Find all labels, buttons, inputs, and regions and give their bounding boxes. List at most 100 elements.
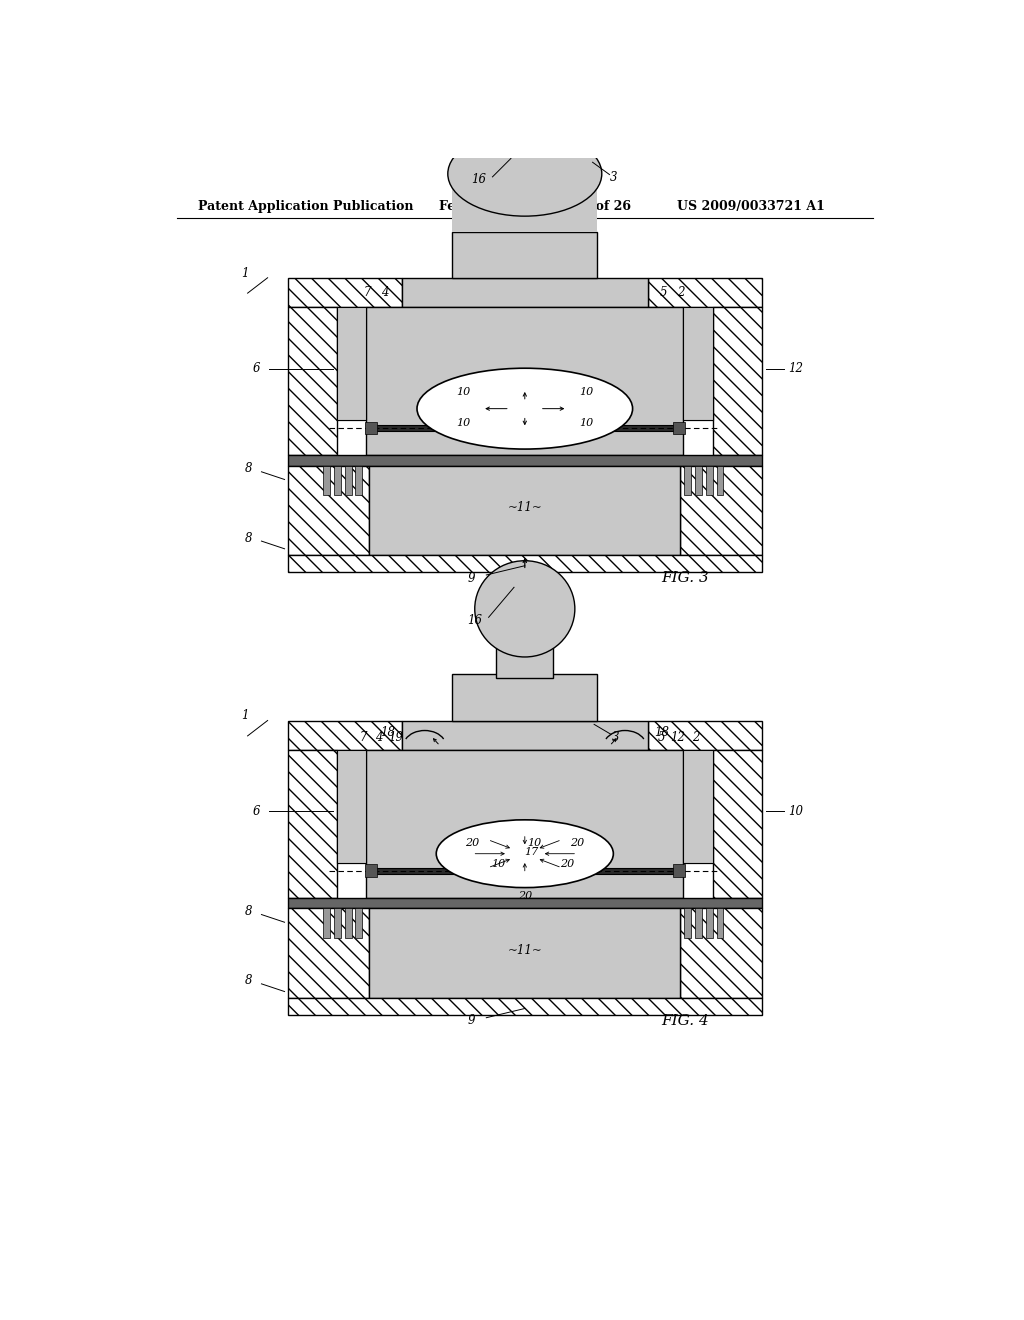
- Bar: [706, 908, 713, 937]
- Text: 2: 2: [692, 731, 699, 744]
- Bar: [695, 466, 701, 495]
- Bar: [289, 750, 337, 898]
- Text: ~11~: ~11~: [508, 944, 542, 957]
- Bar: [365, 865, 377, 876]
- Text: 1: 1: [241, 267, 248, 280]
- Text: 6: 6: [252, 362, 260, 375]
- Bar: [289, 466, 370, 554]
- Text: 6: 6: [252, 805, 260, 818]
- Bar: [683, 750, 713, 863]
- Text: 8: 8: [245, 462, 252, 475]
- Text: 9: 9: [467, 572, 475, 585]
- Text: 8: 8: [245, 974, 252, 987]
- Bar: [289, 908, 370, 998]
- Bar: [683, 308, 713, 420]
- Bar: [497, 632, 553, 678]
- Bar: [684, 466, 691, 495]
- Bar: [289, 554, 762, 572]
- Bar: [289, 455, 762, 466]
- Bar: [289, 998, 762, 1015]
- Text: 2: 2: [677, 286, 684, 298]
- Bar: [370, 908, 680, 998]
- Text: 20: 20: [570, 838, 585, 847]
- Text: 3: 3: [609, 172, 617, 185]
- Text: 10: 10: [456, 387, 470, 397]
- Text: 8: 8: [245, 906, 252, 917]
- Bar: [673, 422, 685, 434]
- Bar: [684, 908, 691, 937]
- Bar: [355, 466, 362, 495]
- Text: FIG. 3: FIG. 3: [662, 572, 709, 585]
- Text: 1: 1: [241, 709, 248, 722]
- Text: US 2009/0033721 A1: US 2009/0033721 A1: [677, 199, 825, 213]
- Text: 20: 20: [465, 838, 479, 847]
- Bar: [680, 466, 762, 554]
- Bar: [323, 908, 330, 937]
- Text: 4: 4: [375, 731, 382, 744]
- Bar: [713, 308, 762, 455]
- Bar: [289, 308, 337, 455]
- Bar: [453, 231, 597, 277]
- Text: 16: 16: [471, 173, 486, 186]
- Bar: [453, 675, 597, 721]
- Bar: [337, 750, 367, 863]
- Ellipse shape: [447, 132, 602, 216]
- Text: 10: 10: [527, 838, 541, 847]
- Text: 8: 8: [245, 532, 252, 545]
- Text: Feb. 5, 2009   Sheet 2 of 26: Feb. 5, 2009 Sheet 2 of 26: [438, 199, 631, 213]
- Text: 12: 12: [788, 362, 804, 375]
- Bar: [370, 466, 680, 554]
- Text: 10: 10: [490, 859, 505, 870]
- Bar: [289, 898, 762, 908]
- Bar: [673, 865, 685, 876]
- Text: 9: 9: [467, 1014, 475, 1027]
- Text: FIG. 4: FIG. 4: [662, 1014, 709, 1028]
- Bar: [337, 750, 367, 863]
- Text: 10: 10: [580, 417, 594, 428]
- Bar: [717, 466, 724, 495]
- Text: 12: 12: [670, 731, 685, 744]
- Bar: [695, 908, 701, 937]
- Text: 20: 20: [518, 891, 531, 902]
- Ellipse shape: [475, 561, 574, 657]
- Bar: [365, 422, 377, 434]
- Bar: [542, 867, 683, 874]
- Bar: [289, 277, 401, 308]
- Bar: [683, 750, 713, 863]
- Bar: [453, 174, 597, 231]
- Text: 20: 20: [560, 859, 574, 870]
- Text: 5: 5: [658, 731, 666, 744]
- Bar: [345, 466, 351, 495]
- Bar: [367, 308, 683, 455]
- Text: 3: 3: [612, 731, 620, 744]
- Bar: [289, 721, 401, 750]
- Bar: [680, 908, 762, 998]
- Text: 18: 18: [380, 726, 395, 739]
- Text: ~11~: ~11~: [508, 502, 542, 515]
- Bar: [367, 867, 508, 874]
- Bar: [706, 466, 713, 495]
- Text: 5: 5: [659, 286, 668, 298]
- Bar: [401, 721, 648, 750]
- Bar: [367, 750, 683, 898]
- Bar: [713, 750, 762, 898]
- Bar: [683, 308, 713, 420]
- Text: 7: 7: [359, 731, 367, 744]
- Text: 7: 7: [364, 286, 372, 298]
- Bar: [334, 908, 341, 937]
- Text: 17: 17: [524, 847, 538, 857]
- Bar: [401, 277, 648, 308]
- Bar: [648, 277, 762, 308]
- Bar: [355, 908, 362, 937]
- Bar: [334, 466, 341, 495]
- Bar: [337, 308, 367, 420]
- Ellipse shape: [436, 820, 613, 887]
- Text: Patent Application Publication: Patent Application Publication: [199, 199, 414, 213]
- Text: 19: 19: [388, 731, 402, 744]
- Text: 18: 18: [654, 726, 670, 739]
- Text: 10: 10: [788, 805, 804, 818]
- Ellipse shape: [417, 368, 633, 449]
- Text: 10: 10: [580, 387, 594, 397]
- Bar: [367, 425, 683, 430]
- Bar: [337, 308, 367, 420]
